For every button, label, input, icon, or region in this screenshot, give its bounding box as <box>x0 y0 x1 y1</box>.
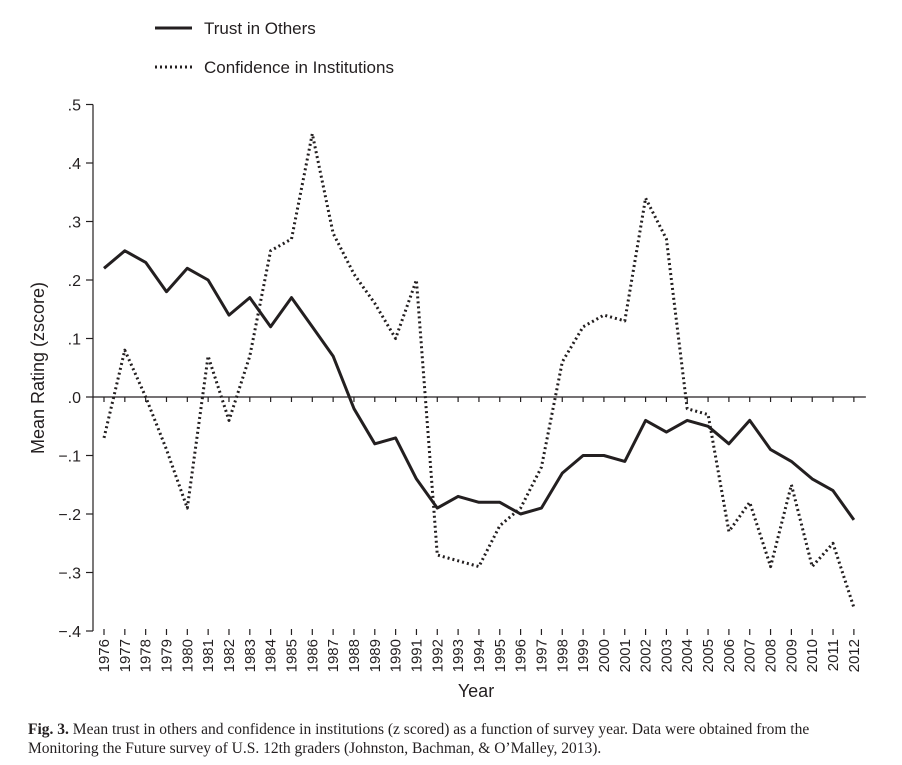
x-tick-label: 1990 <box>388 639 405 672</box>
series-layer <box>102 132 856 609</box>
x-tick-label: 1998 <box>554 639 571 672</box>
x-tick-label: 1992 <box>429 639 446 672</box>
y-tick-label: .0 <box>68 390 81 407</box>
line-chart: Trust in Others Confidence in Institutio… <box>28 19 866 701</box>
x-tick-label: 1983 <box>242 639 259 672</box>
x-tick-label: 1985 <box>283 639 300 672</box>
x-tick-label: 2009 <box>783 639 800 672</box>
x-tick-label: 1987 <box>325 639 342 672</box>
legend-label-trust: Trust in Others <box>204 19 316 38</box>
x-tick-label: 1996 <box>513 639 530 672</box>
legend: Trust in Others Confidence in Institutio… <box>155 19 394 77</box>
x-tick-label: 2010 <box>804 639 821 672</box>
y-tick-label: .3 <box>68 215 81 232</box>
x-tick-label: 1981 <box>200 639 217 672</box>
y-tick-label: −.4 <box>58 624 81 641</box>
x-tick-label: 2008 <box>763 639 780 672</box>
x-tick-label: 2004 <box>679 639 696 672</box>
x-tick-label: 2002 <box>638 639 655 672</box>
x-tick-label: 1993 <box>450 639 467 672</box>
x-tick-label: 1995 <box>492 639 509 672</box>
x-tick-label: 2007 <box>742 639 759 672</box>
y-tick-label: .2 <box>68 273 81 290</box>
x-tick-label: 2001 <box>617 639 634 672</box>
x-tick-label: 1976 <box>96 639 113 672</box>
x-tick-label: 1984 <box>263 639 280 672</box>
y-tick-label: .1 <box>68 332 81 349</box>
x-tick-label: 2003 <box>658 639 675 672</box>
caption-text: Mean trust in others and confidence in i… <box>28 721 810 757</box>
y-tick-label: −.1 <box>58 449 81 466</box>
x-tick-label: 1986 <box>304 639 321 672</box>
x-tick-label: 1991 <box>408 639 425 672</box>
x-tick-label: 1989 <box>367 639 384 672</box>
x-tick-label: 1980 <box>179 639 196 672</box>
x-tick-label: 1994 <box>471 639 488 672</box>
series-line-trust <box>103 249 856 521</box>
y-axis-title: Mean Rating (zscore) <box>28 282 48 454</box>
legend-label-confidence: Confidence in Institutions <box>204 58 394 77</box>
y-tick-label: .5 <box>68 98 81 115</box>
x-tick-label: 2012 <box>846 639 863 672</box>
x-axis: 1976 1977 1978 1979 1980 1981 1982 1983 1984 1985… <box>93 396 866 672</box>
x-tick-label: 1997 <box>533 639 550 672</box>
x-tick-label: 2005 <box>700 639 717 672</box>
y-tick-label: −.2 <box>58 507 81 524</box>
figure-caption: Fig. 3. Mean trust in others and confide… <box>28 720 878 758</box>
y-tick-label: −.3 <box>58 566 81 583</box>
x-axis-title: Year <box>458 681 494 701</box>
caption-label: Fig. 3. <box>28 721 69 738</box>
x-tick-label: 1978 <box>138 639 155 672</box>
x-tick-label: 1988 <box>346 639 363 672</box>
x-tick-label: 2000 <box>596 639 613 672</box>
x-tick-label: 2011 <box>825 639 842 671</box>
x-tick-label: 1979 <box>158 639 175 672</box>
x-tick-label: 2006 <box>721 639 738 672</box>
y-axis: .5 .4 .3 .2 .1 .0 −.1 −.2 −.3 −.4 <box>58 98 94 641</box>
series-line-confidence <box>102 132 856 609</box>
x-tick-label: 1982 <box>221 639 238 672</box>
y-tick-label: .4 <box>68 156 81 173</box>
x-tick-label: 1999 <box>575 639 592 672</box>
x-tick-label: 1977 <box>117 639 134 672</box>
